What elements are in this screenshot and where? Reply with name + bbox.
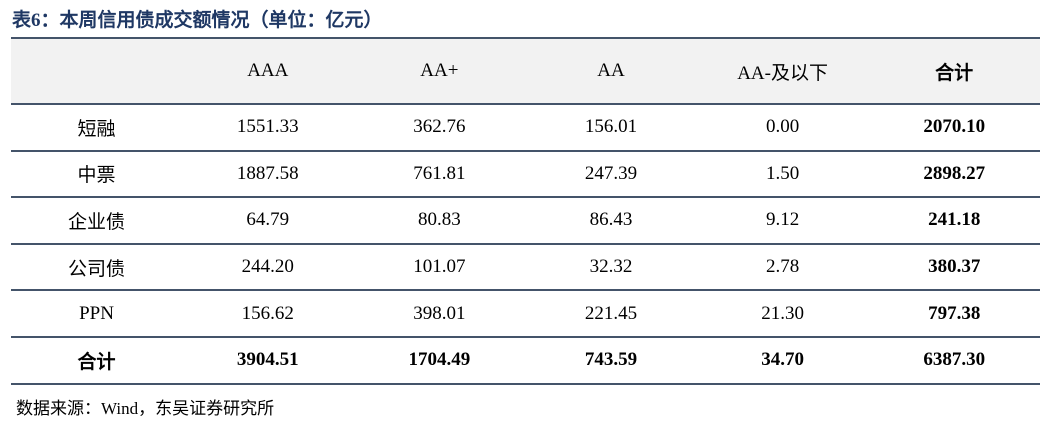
column-header: AA+ [353, 37, 526, 105]
table-row: 企业债 64.79 80.83 86.43 9.12 241.18 [11, 197, 1040, 245]
cell: 86.43 [525, 197, 697, 245]
cell: 2070.10 [868, 104, 1040, 152]
cell: 241.18 [868, 197, 1040, 245]
row-label: 企业债 [11, 197, 182, 245]
cell: 398.01 [353, 290, 526, 338]
table-row: 中票 1887.58 761.81 247.39 1.50 2898.27 [11, 150, 1040, 199]
cell: 247.39 [525, 150, 697, 199]
cell: 743.59 [525, 336, 697, 385]
cell: 761.81 [353, 150, 526, 199]
cell: 0.00 [696, 104, 869, 152]
table-body: 短融 1551.33 362.76 156.01 0.00 2070.10 中票 1887.5… [11, 104, 1040, 385]
data-table: AAA AA+ AA AA-及以下 合计 短融 1551.33 362.76 156.01 0.… [11, 37, 1040, 385]
cell: 797.38 [868, 290, 1040, 338]
corner-cell [11, 37, 182, 105]
cell: 156.01 [525, 104, 697, 152]
source-note: 数据来源：Wind，东吴证券研究所 [16, 399, 275, 418]
cell: 9.12 [696, 197, 869, 245]
cell: 1.50 [696, 150, 869, 199]
cell: 221.45 [525, 290, 697, 338]
cell: 1551.33 [182, 104, 354, 152]
table-title: 表6：本周信用债成交额情况（单位：亿元） [12, 10, 383, 31]
cell: 2.78 [696, 243, 869, 292]
row-label: PPN [11, 290, 182, 338]
cell: 244.20 [182, 243, 354, 292]
cell: 362.76 [353, 104, 526, 152]
cell: 6387.30 [868, 336, 1040, 385]
header-row: AAA AA+ AA AA-及以下 合计 [11, 37, 1040, 105]
table-row: 公司债 244.20 101.07 32.32 2.78 380.37 [11, 243, 1040, 292]
column-header: 合计 [868, 37, 1040, 105]
column-header: AA-及以下 [696, 37, 869, 105]
table-row: 合计 3904.51 1704.49 743.59 34.70 6387.30 [11, 336, 1040, 385]
row-label: 中票 [11, 150, 182, 199]
cell: 32.32 [525, 243, 697, 292]
table-header: AAA AA+ AA AA-及以下 合计 [11, 37, 1040, 105]
cell: 34.70 [696, 336, 869, 385]
table-row: PPN 156.62 398.01 221.45 21.30 797.38 [11, 290, 1040, 338]
cell: 1704.49 [353, 336, 526, 385]
cell: 380.37 [868, 243, 1040, 292]
cell: 1887.58 [182, 150, 354, 199]
cell: 64.79 [182, 197, 354, 245]
cell: 3904.51 [182, 336, 354, 385]
cell: 21.30 [696, 290, 869, 338]
table-row: 短融 1551.33 362.76 156.01 0.00 2070.10 [11, 104, 1040, 152]
cell: 156.62 [182, 290, 354, 338]
row-label: 短融 [11, 104, 182, 152]
cell: 101.07 [353, 243, 526, 292]
cell: 2898.27 [868, 150, 1040, 199]
column-header: AAA [182, 37, 354, 105]
column-header: AA [525, 37, 697, 105]
row-label: 合计 [11, 336, 182, 385]
cell: 80.83 [353, 197, 526, 245]
row-label: 公司债 [11, 243, 182, 292]
